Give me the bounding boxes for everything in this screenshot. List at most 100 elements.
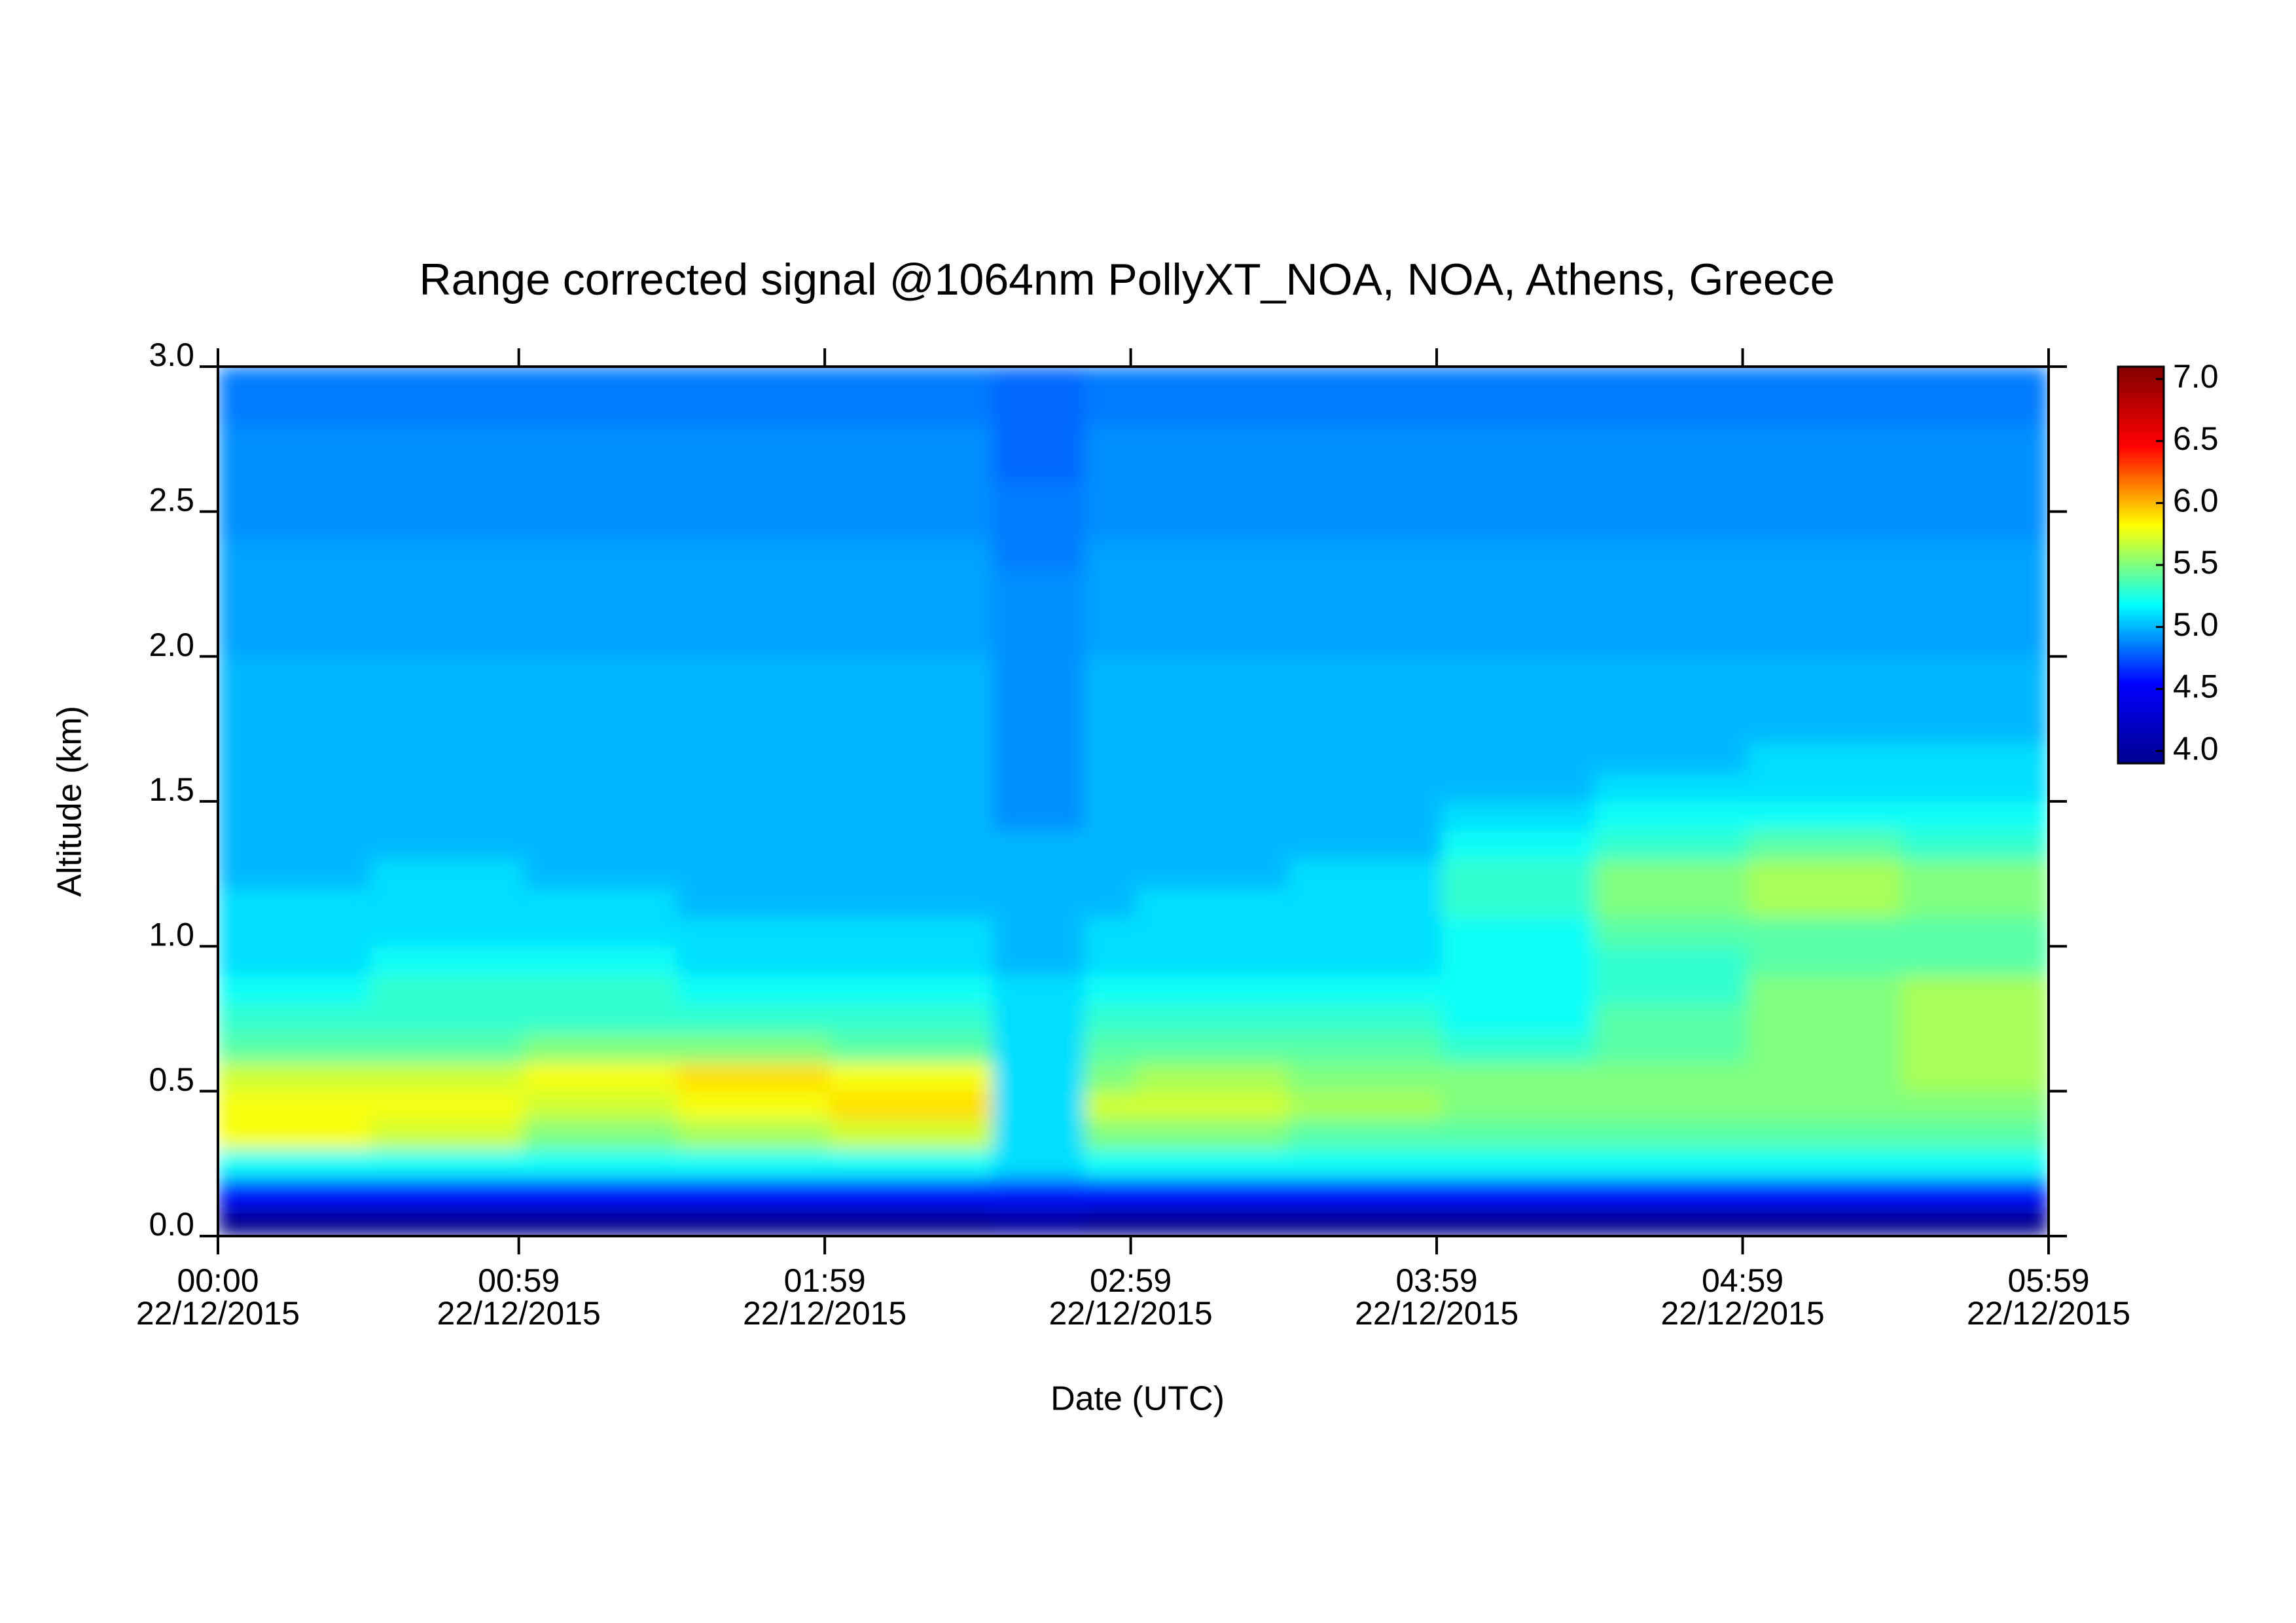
heatmap-cell: [1288, 1091, 1443, 1121]
heatmap-cell: [829, 1207, 994, 1236]
heatmap-cell: [676, 627, 831, 657]
heatmap-cell: [1084, 888, 1136, 918]
heatmap-cell: [676, 453, 831, 483]
heatmap-cell: [523, 540, 677, 570]
heatmap-cell: [1135, 1004, 1289, 1034]
heatmap-cell: [676, 482, 831, 512]
heatmap-cell: [370, 569, 524, 599]
heatmap-cell: [370, 424, 524, 454]
heatmap-cell: [1135, 1091, 1289, 1121]
heatmap-cell: [1084, 656, 1136, 686]
heatmap-cell: [1288, 685, 1443, 715]
heatmap-cell: [370, 1120, 524, 1150]
heatmap-cell: [1288, 1032, 1443, 1063]
heatmap-cell: [218, 1207, 372, 1236]
heatmap-cell: [218, 945, 372, 976]
heatmap-cell: [829, 945, 994, 976]
heatmap-cell: [1084, 1061, 1136, 1092]
heatmap-cell: [370, 830, 524, 860]
heatmap-cell: [218, 1091, 372, 1121]
heatmap-cell: [1288, 714, 1443, 744]
heatmap-cell: [1747, 714, 1901, 744]
heatmap-cell: [829, 1148, 994, 1178]
heatmap-cell: [523, 742, 677, 773]
heatmap-cell: [676, 656, 831, 686]
heatmap-cell: [1288, 1061, 1443, 1092]
heatmap-cell: [1288, 1148, 1443, 1178]
heatmap-cell: [1900, 888, 2049, 918]
heatmap-cell: [1900, 627, 2049, 657]
colorbar-tick-label: 4.0: [2173, 730, 2219, 767]
heatmap-cell: [370, 685, 524, 715]
heatmap-cell: [992, 772, 1085, 802]
heatmap-cell: [523, 656, 677, 686]
heatmap-cell: [1747, 1091, 1901, 1121]
heatmap-cell: [1900, 1091, 2049, 1121]
heatmap-cell: [1441, 888, 1596, 918]
heatmap-cell: [1594, 540, 1748, 570]
heatmap-cell: [1747, 656, 1901, 686]
y-tick-label: 1.0: [149, 917, 194, 953]
heatmap-cell: [1135, 801, 1289, 831]
heatmap-cell: [676, 1004, 831, 1034]
heatmap-cell: [1441, 859, 1596, 889]
heatmap-cell: [992, 742, 1085, 773]
y-tick-label: 0.0: [149, 1206, 194, 1243]
heatmap-cell: [1900, 1177, 2049, 1208]
heatmap-cell: [676, 917, 831, 947]
y-tick-label: 1.5: [149, 771, 194, 808]
heatmap-cell: [1594, 395, 1748, 426]
heatmap-cell: [218, 975, 372, 1005]
heatmap-cell: [370, 511, 524, 541]
heatmap-cell: [1900, 453, 2049, 483]
heatmap-cell: [370, 1032, 524, 1063]
heatmap-cell: [1747, 685, 1901, 715]
heatmap-cell: [1084, 627, 1136, 657]
heatmap-cell: [370, 975, 524, 1005]
heatmap-cell: [1441, 540, 1596, 570]
heatmap-cell: [218, 1177, 372, 1208]
heatmap-cell: [992, 888, 1085, 918]
x-tick-label: 00:00 22/12/2015: [136, 1262, 300, 1332]
heatmap-cell: [1900, 830, 2049, 860]
heatmap-cell: [992, 859, 1085, 889]
heatmap-cell: [370, 1177, 524, 1208]
heatmap-cell: [1135, 569, 1289, 599]
heatmap-cell: [1900, 569, 2049, 599]
heatmap-cell: [1135, 424, 1289, 454]
heatmap-cell: [218, 627, 372, 657]
heatmap-cell: [1594, 424, 1748, 454]
heatmap-cell: [1441, 1032, 1596, 1063]
heatmap-cell: [1288, 945, 1443, 976]
heatmap-cell: [1288, 395, 1443, 426]
heatmap-cell: [523, 1091, 677, 1121]
heatmap-cell: [1594, 656, 1748, 686]
heatmap-cell: [1900, 598, 2049, 628]
colorbar-tick-label: 5.0: [2173, 606, 2219, 643]
heatmap-cell: [1900, 1061, 2049, 1092]
heatmap-cell: [218, 424, 372, 454]
heatmap-cell: [1084, 1148, 1136, 1178]
heatmap-cell: [523, 569, 677, 599]
heatmap-cell: [1594, 367, 1748, 396]
heatmap-cell: [1288, 598, 1443, 628]
heatmap-cell: [523, 511, 677, 541]
heatmap-cell: [992, 1120, 1085, 1150]
heatmap-cell: [676, 742, 831, 773]
heatmap-cell: [1747, 424, 1901, 454]
heatmap-cell: [1084, 1207, 1136, 1236]
heatmap-cell: [1747, 598, 1901, 628]
heatmap-cell: [676, 714, 831, 744]
heatmap-cell: [992, 1032, 1085, 1063]
heatmap-cell: [1288, 1177, 1443, 1208]
heatmap-cell: [1747, 1004, 1901, 1034]
heatmap-cell: [1747, 830, 1901, 860]
heatmap-cell: [1594, 569, 1748, 599]
heatmap-cell: [1594, 888, 1748, 918]
heatmap-cell: [1900, 424, 2049, 454]
heatmap-cell: [523, 395, 677, 426]
heatmap-cell: [1084, 714, 1136, 744]
heatmap-cell: [370, 859, 524, 889]
heatmap-cell: [992, 627, 1085, 657]
heatmap-cell: [1747, 1207, 1901, 1236]
